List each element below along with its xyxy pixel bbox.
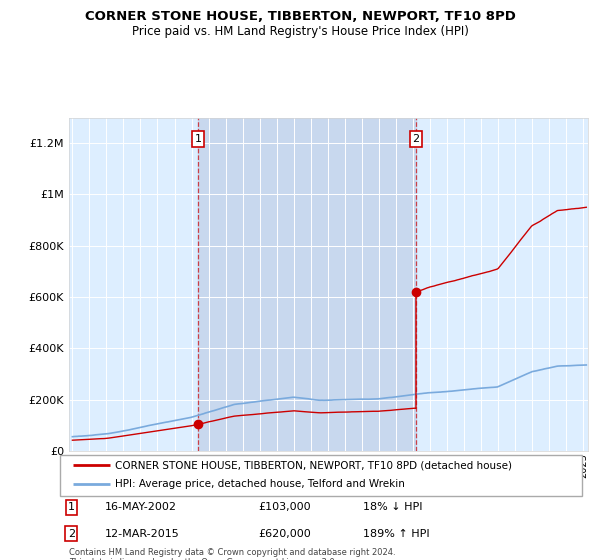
Text: HPI: Average price, detached house, Telford and Wrekin: HPI: Average price, detached house, Telf…: [115, 479, 404, 489]
Text: £620,000: £620,000: [259, 529, 311, 539]
Text: Price paid vs. HM Land Registry's House Price Index (HPI): Price paid vs. HM Land Registry's House …: [131, 25, 469, 38]
Text: 2: 2: [412, 134, 419, 144]
Text: 2: 2: [68, 529, 75, 539]
Text: 18% ↓ HPI: 18% ↓ HPI: [363, 502, 422, 512]
Text: 16-MAY-2002: 16-MAY-2002: [104, 502, 176, 512]
Bar: [198, 118, 416, 451]
Text: CORNER STONE HOUSE, TIBBERTON, NEWPORT, TF10 8PD (detached house): CORNER STONE HOUSE, TIBBERTON, NEWPORT, …: [115, 460, 512, 470]
Text: 12-MAR-2015: 12-MAR-2015: [104, 529, 179, 539]
Text: 1: 1: [194, 134, 202, 144]
FancyBboxPatch shape: [60, 455, 582, 496]
Text: Contains HM Land Registry data © Crown copyright and database right 2024.
This d: Contains HM Land Registry data © Crown c…: [69, 548, 395, 560]
Text: 189% ↑ HPI: 189% ↑ HPI: [363, 529, 430, 539]
Text: CORNER STONE HOUSE, TIBBERTON, NEWPORT, TF10 8PD: CORNER STONE HOUSE, TIBBERTON, NEWPORT, …: [85, 10, 515, 23]
Text: 1: 1: [68, 502, 75, 512]
Text: £103,000: £103,000: [259, 502, 311, 512]
